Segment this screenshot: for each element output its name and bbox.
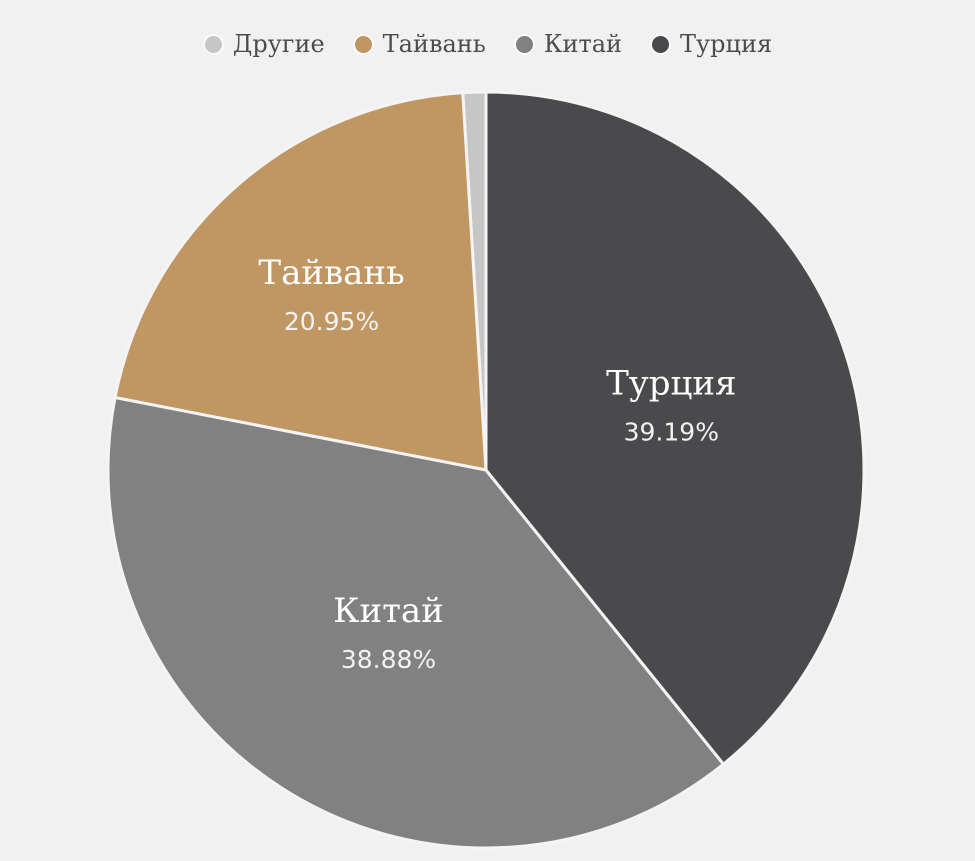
slice-label-turkey: Турция 39.19% [606, 364, 736, 447]
legend-item-others[interactable]: Другие [202, 30, 325, 58]
legend-item-china[interactable]: Китай [513, 30, 623, 58]
legend-label: Китай [543, 30, 623, 58]
legend-swatch-icon [513, 33, 535, 55]
slice-name-text: Тайвань [258, 253, 404, 293]
slice-name-text: Китай [333, 591, 444, 631]
slice-percent-text: 38.88% [341, 645, 436, 674]
legend-label: Тайвань [382, 30, 486, 58]
chart-legend: Другие Тайвань Китай Турция [0, 32, 975, 56]
slice-name-text: Турция [606, 364, 736, 404]
legend-swatch-icon [650, 33, 672, 55]
legend-item-turkey[interactable]: Турция [650, 32, 772, 56]
pie-slice-china[interactable] [106, 396, 725, 850]
legend-swatch-icon [352, 33, 374, 55]
legend-swatch-icon [202, 33, 224, 55]
slice-label-china: Китай 38.88% [333, 591, 444, 674]
pie-slice-turkey[interactable] [484, 90, 866, 766]
slice-label-taiwan: Тайвань 20.95% [258, 253, 404, 336]
legend-item-taiwan[interactable]: Тайвань [352, 30, 486, 58]
legend-label: Турция [680, 30, 773, 58]
slice-percent-text: 39.19% [624, 418, 719, 447]
pie-slice-taiwan[interactable] [113, 91, 488, 472]
legend-label: Другие [232, 30, 325, 58]
slice-percent-text: 20.95% [284, 307, 379, 336]
